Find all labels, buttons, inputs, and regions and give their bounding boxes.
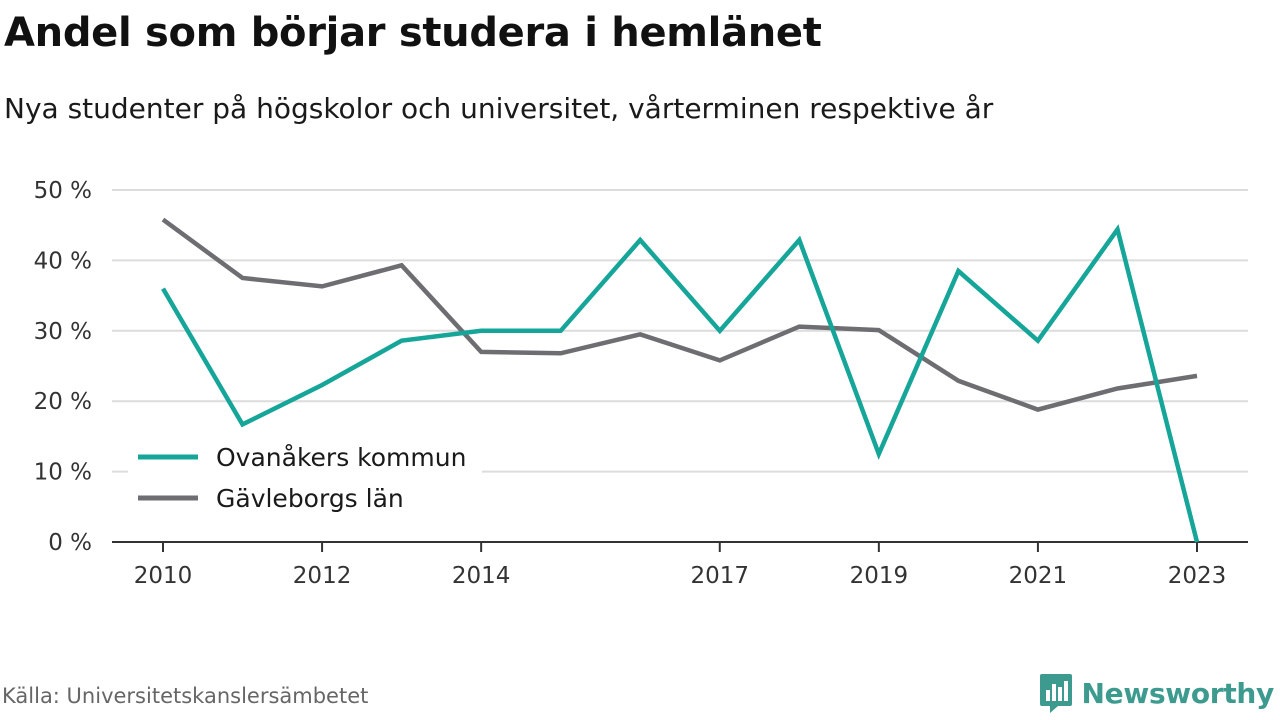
- y-tick-label: 0 %: [48, 530, 92, 556]
- x-tick-label: 2012: [293, 563, 352, 589]
- x-tick-label: 2017: [690, 563, 749, 589]
- legend-label-0: Ovanåkers kommun: [216, 443, 466, 472]
- series-line-0: [161, 224, 1200, 543]
- legend-label-1: Gävleborgs län: [216, 484, 404, 513]
- y-tick-label: 30 %: [34, 319, 92, 345]
- y-tick-label: 10 %: [34, 460, 92, 486]
- bar-chart-icon: [1039, 674, 1072, 713]
- y-tick-label: 50 %: [34, 178, 92, 204]
- chart-title: Andel som börjar studera i hemlänet: [4, 10, 822, 56]
- source-note: Källa: Universitetskanslersämbetet: [2, 684, 369, 708]
- brand-name: Newsworthy: [1081, 676, 1275, 710]
- x-tick-label: 2023: [1168, 563, 1227, 589]
- chart-subtitle: Nya studenter på högskolor och universit…: [4, 92, 994, 125]
- legend-background: [128, 432, 482, 524]
- series-line-1: [161, 217, 1198, 412]
- brand-logo: Newsworthy: [1038, 672, 1274, 714]
- x-tick-label: 2010: [134, 563, 193, 589]
- x-tick-label: 2019: [850, 563, 909, 589]
- x-tick-label: 2021: [1009, 563, 1068, 589]
- y-tick-label: 40 %: [34, 248, 92, 274]
- y-tick-label: 20 %: [34, 389, 92, 415]
- x-tick-label: 2014: [452, 563, 511, 589]
